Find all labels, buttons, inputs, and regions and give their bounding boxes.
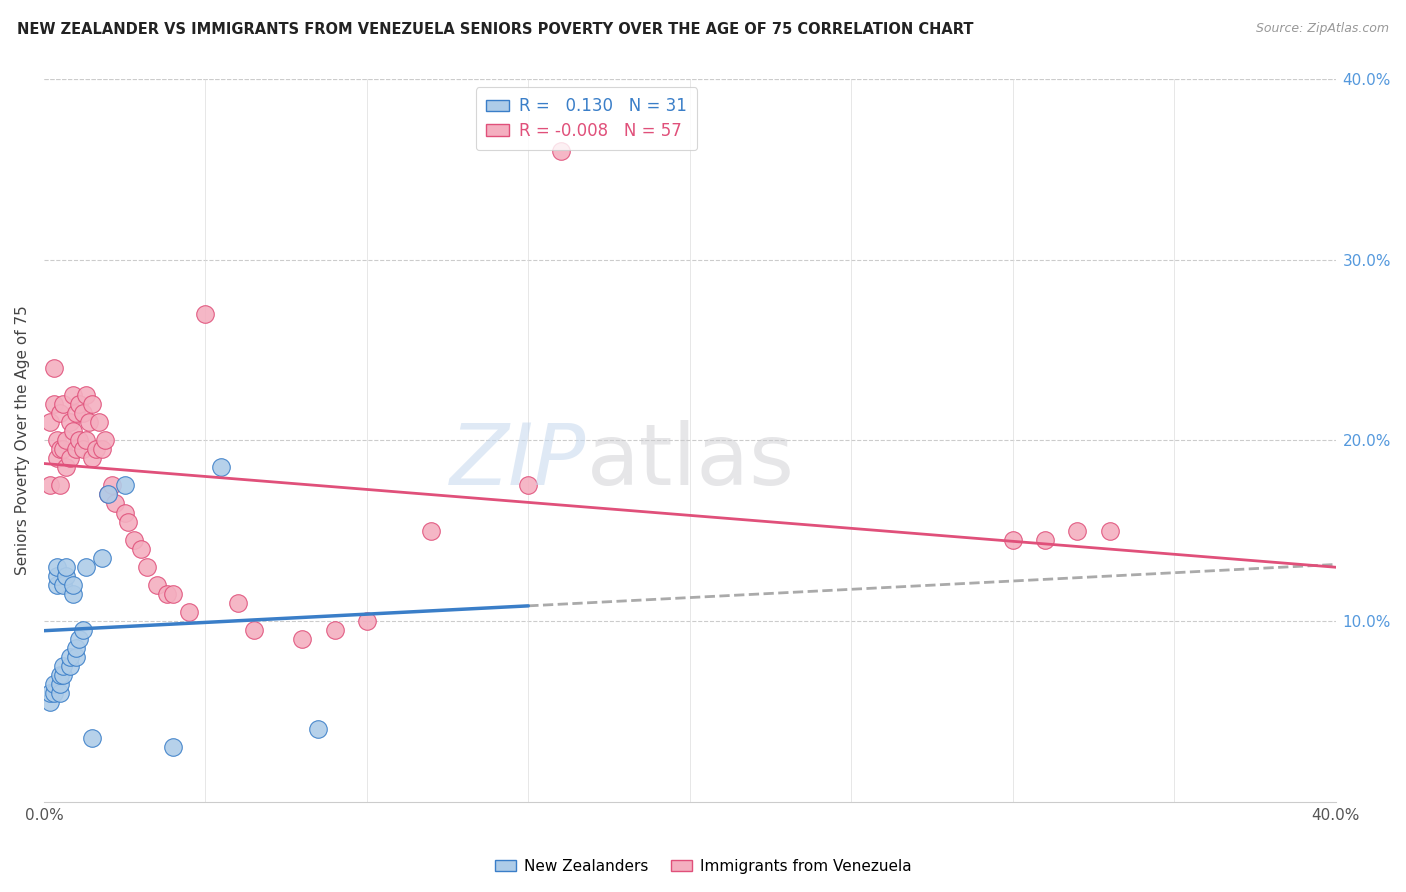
- Point: [97, 487, 120, 501]
- Point: [55, 460, 77, 475]
- Legend: R =   0.130   N = 31, R = -0.008   N = 57: R = 0.130 N = 31, R = -0.008 N = 57: [475, 87, 697, 150]
- Point: [65, 406, 87, 420]
- Point: [307, 723, 329, 737]
- Point: [45, 559, 67, 574]
- Point: [72, 442, 94, 457]
- Point: [1001, 533, 1024, 547]
- Point: [65, 640, 87, 655]
- Point: [59, 659, 82, 673]
- Point: [49, 686, 72, 700]
- Point: [162, 587, 184, 601]
- Point: [179, 605, 201, 619]
- Point: [65, 650, 87, 665]
- Point: [104, 496, 127, 510]
- Point: [55, 434, 77, 448]
- Point: [72, 406, 94, 420]
- Point: [52, 397, 75, 411]
- Point: [117, 515, 139, 529]
- Point: [55, 568, 77, 582]
- Point: [42, 361, 65, 376]
- Point: [49, 677, 72, 691]
- Point: [82, 451, 104, 466]
- Point: [291, 632, 314, 646]
- Point: [42, 397, 65, 411]
- Point: [226, 596, 249, 610]
- Point: [39, 695, 62, 709]
- Point: [550, 145, 572, 159]
- Point: [91, 442, 114, 457]
- Point: [124, 533, 146, 547]
- Point: [243, 623, 266, 637]
- Point: [162, 740, 184, 755]
- Point: [323, 623, 346, 637]
- Point: [155, 587, 177, 601]
- Point: [45, 434, 67, 448]
- Point: [114, 506, 136, 520]
- Point: [45, 568, 67, 582]
- Point: [84, 442, 107, 457]
- Point: [45, 451, 67, 466]
- Point: [94, 434, 117, 448]
- Point: [62, 578, 84, 592]
- Point: [1066, 524, 1088, 538]
- Point: [82, 397, 104, 411]
- Point: [59, 451, 82, 466]
- Point: [211, 460, 233, 475]
- Point: [97, 487, 120, 501]
- Point: [49, 668, 72, 682]
- Y-axis label: Seniors Poverty Over the Age of 75: Seniors Poverty Over the Age of 75: [15, 305, 30, 575]
- Point: [62, 587, 84, 601]
- Text: Source: ZipAtlas.com: Source: ZipAtlas.com: [1256, 22, 1389, 36]
- Point: [59, 415, 82, 429]
- Text: NEW ZEALANDER VS IMMIGRANTS FROM VENEZUELA SENIORS POVERTY OVER THE AGE OF 75 CO: NEW ZEALANDER VS IMMIGRANTS FROM VENEZUE…: [17, 22, 973, 37]
- Point: [129, 541, 152, 556]
- Point: [55, 559, 77, 574]
- Point: [42, 677, 65, 691]
- Point: [75, 434, 97, 448]
- Point: [1033, 533, 1056, 547]
- Point: [49, 406, 72, 420]
- Point: [62, 424, 84, 438]
- Point: [39, 478, 62, 492]
- Point: [42, 686, 65, 700]
- Point: [420, 524, 443, 538]
- Point: [65, 442, 87, 457]
- Point: [67, 434, 90, 448]
- Point: [100, 478, 122, 492]
- Point: [67, 397, 90, 411]
- Legend: New Zealanders, Immigrants from Venezuela: New Zealanders, Immigrants from Venezuel…: [488, 853, 918, 880]
- Point: [194, 307, 217, 321]
- Text: atlas: atlas: [586, 420, 794, 503]
- Point: [82, 731, 104, 746]
- Point: [1098, 524, 1121, 538]
- Point: [62, 388, 84, 402]
- Point: [52, 578, 75, 592]
- Point: [59, 650, 82, 665]
- Point: [52, 442, 75, 457]
- Point: [39, 415, 62, 429]
- Point: [77, 415, 100, 429]
- Point: [49, 478, 72, 492]
- Point: [49, 442, 72, 457]
- Point: [39, 686, 62, 700]
- Text: ZIP: ZIP: [450, 420, 586, 503]
- Point: [75, 388, 97, 402]
- Point: [517, 478, 540, 492]
- Point: [136, 559, 159, 574]
- Point: [114, 478, 136, 492]
- Point: [72, 623, 94, 637]
- Point: [87, 415, 110, 429]
- Point: [91, 550, 114, 565]
- Point: [45, 578, 67, 592]
- Point: [146, 578, 169, 592]
- Point: [356, 614, 378, 628]
- Point: [75, 559, 97, 574]
- Point: [52, 668, 75, 682]
- Point: [52, 659, 75, 673]
- Point: [67, 632, 90, 646]
